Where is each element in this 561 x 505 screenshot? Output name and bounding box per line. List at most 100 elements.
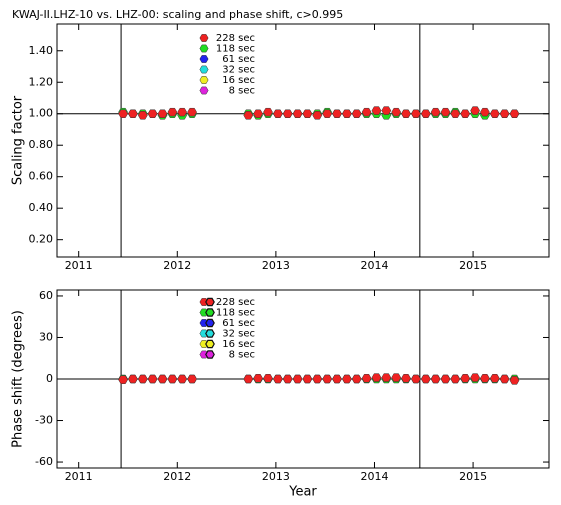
legend-marker xyxy=(199,319,209,327)
legend-marker xyxy=(205,318,215,328)
legend-label: 61 sec xyxy=(222,54,255,65)
legend-label: 16 sec xyxy=(222,75,255,86)
x-tick-label: 2013 xyxy=(262,259,290,272)
marker xyxy=(509,109,520,118)
marker xyxy=(440,107,451,117)
marker xyxy=(460,374,471,383)
chart-title: KWAJ-II.LHZ-10 vs. LHZ-00: scaling and p… xyxy=(12,8,343,21)
marker xyxy=(361,107,372,117)
y-tick-label: -60 xyxy=(35,455,53,468)
x-tick-label: 2011 xyxy=(65,470,93,483)
legend-marker xyxy=(199,86,209,95)
marker xyxy=(157,374,168,384)
legend-label: 118 sec xyxy=(216,308,255,319)
x-axis-label: Year xyxy=(288,485,317,500)
marker xyxy=(509,376,520,385)
x-tick-label: 2013 xyxy=(262,470,290,483)
marker xyxy=(273,109,283,118)
marker xyxy=(118,109,128,118)
legend-marker xyxy=(199,340,209,348)
marker xyxy=(263,374,273,383)
marker xyxy=(361,374,372,383)
marker xyxy=(292,109,303,118)
y-tick-label: 0.80 xyxy=(29,138,54,151)
marker xyxy=(450,374,461,384)
legend-marker xyxy=(205,339,215,349)
marker xyxy=(137,111,148,120)
legend-marker xyxy=(199,329,209,338)
y-tick-label: 0.40 xyxy=(29,201,54,214)
legend-marker xyxy=(199,65,209,74)
marker xyxy=(322,374,333,384)
marker xyxy=(167,107,178,117)
legend-label: 118 sec xyxy=(216,44,255,55)
marker xyxy=(420,109,431,118)
marker xyxy=(489,374,500,383)
legend-marker xyxy=(199,34,209,42)
legend-marker xyxy=(205,350,215,359)
legend-marker xyxy=(199,55,209,63)
marker xyxy=(411,374,421,384)
y-tick-label: 60 xyxy=(39,289,53,302)
legend-marker xyxy=(199,350,209,359)
marker xyxy=(381,106,392,115)
marker xyxy=(489,109,500,118)
marker xyxy=(371,106,382,115)
marker xyxy=(243,111,254,120)
legend-label: 228 sec xyxy=(216,297,255,308)
marker xyxy=(312,374,323,384)
marker xyxy=(147,374,158,384)
legend-marker xyxy=(199,298,209,306)
marker xyxy=(470,373,480,382)
x-tick-label: 2011 xyxy=(65,259,93,272)
marker xyxy=(430,374,441,384)
marker xyxy=(440,374,451,384)
marker xyxy=(371,373,382,382)
legend-label: 32 sec xyxy=(222,329,255,340)
legend-label: 8 sec xyxy=(229,86,255,97)
x-tick-label: 2014 xyxy=(360,259,388,272)
y-tick-label: 1.40 xyxy=(29,44,54,57)
marker xyxy=(381,373,392,382)
marker xyxy=(243,374,254,384)
marker xyxy=(253,109,263,118)
y-axis-label: Phase shift (degrees) xyxy=(11,310,26,448)
legend-marker xyxy=(205,308,215,317)
marker xyxy=(157,109,168,118)
marker xyxy=(253,374,263,383)
marker xyxy=(187,107,197,117)
marker xyxy=(312,111,323,120)
x-tick-label: 2012 xyxy=(163,259,191,272)
legend-marker xyxy=(199,76,209,84)
x-tick-label: 2014 xyxy=(360,470,388,483)
marker xyxy=(480,107,490,117)
marker xyxy=(292,374,303,384)
marker xyxy=(430,107,441,117)
marker xyxy=(351,374,362,384)
marker xyxy=(147,109,158,118)
marker xyxy=(401,109,411,118)
x-tick-label: 2015 xyxy=(459,470,487,483)
marker xyxy=(342,374,352,384)
marker xyxy=(273,374,283,384)
legend-marker xyxy=(205,297,215,307)
legend-marker xyxy=(205,329,215,338)
marker xyxy=(302,374,313,384)
legend-label: 32 sec xyxy=(222,65,255,76)
marker xyxy=(499,109,510,118)
marker xyxy=(302,109,313,118)
marker xyxy=(420,374,431,384)
legend-marker xyxy=(199,308,209,317)
marker xyxy=(450,109,461,118)
marker xyxy=(177,374,188,384)
x-tick-label: 2012 xyxy=(163,470,191,483)
y-axis-label: Scaling factor xyxy=(11,95,26,185)
legend-label: 228 sec xyxy=(216,33,255,44)
marker xyxy=(401,374,411,383)
marker xyxy=(128,109,138,118)
y-tick-label: -30 xyxy=(35,414,53,427)
marker xyxy=(391,107,402,117)
marker xyxy=(391,373,402,382)
marker xyxy=(411,109,421,118)
